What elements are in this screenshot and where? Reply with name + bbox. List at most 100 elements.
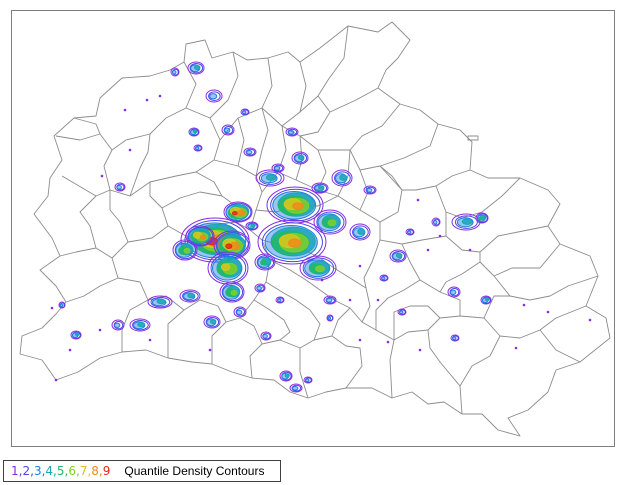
density-contour-level-1 [389,249,407,263]
density-contour-level-2 [270,188,321,222]
density-contour-level-1 [331,169,353,187]
density-contour-level-3 [241,110,247,115]
legend-separator: , [41,464,46,478]
density-contour-level-1 [170,67,180,77]
density-contour-level-4 [339,174,348,181]
density-point [148,338,152,342]
density-point [546,310,550,314]
density-contour-level-4 [250,223,256,228]
legend-separator: , [87,464,92,478]
density-contour-level-2 [221,283,244,302]
density-contour-level-1 [254,253,276,271]
density-contour-level-6 [315,265,325,273]
density-contour-level-1 [299,255,337,281]
density-contour-level-3 [380,276,386,281]
density-contour-level-1 [203,315,221,329]
density-contour-level-1 [233,306,247,318]
density-contour-level-2 [182,290,199,302]
density-contour-level-4 [461,218,473,225]
density-contour-level-3 [116,185,122,190]
legend-level-1: 1 [11,464,19,478]
density-contour-level-3 [304,378,310,383]
legend-level-5: 5 [56,464,65,478]
density-contour-level-9 [225,243,233,250]
density-contour-level-2 [454,215,478,229]
legend-level-3: 3 [33,464,42,478]
density-contour-level-2 [293,152,308,164]
density-contour-level-1 [111,319,125,331]
legend-separator: , [64,464,69,478]
density-contour-level-1 [114,182,126,192]
district-boundaries [19,21,611,437]
density-contour-level-1 [129,318,151,332]
density-contour-level-1 [397,308,407,316]
density-contour-level-1 [193,144,203,152]
density-contour-level-4 [74,332,80,337]
density-contour-level-1 [289,383,303,393]
density-contour-level-3 [246,150,253,155]
density-contour-level-3 [59,303,64,308]
density-point [588,318,592,322]
density-contour-level-1 [349,223,371,241]
density-contour-level-4 [357,228,366,235]
legend-separator: , [18,464,23,478]
density-contour-level-2 [316,211,345,233]
density-contour-level-7 [220,263,231,271]
density-contour-level-1 [379,274,389,282]
density-contour-level-2 [189,62,204,74]
density-contour-level-2 [150,296,171,308]
density-point [98,328,102,332]
density-point [68,348,72,352]
density-contour-level-1 [179,289,201,303]
density-point [438,234,442,238]
density-contour-level-3 [432,220,438,225]
density-contour-level-4 [484,297,490,302]
density-contour-level-8 [292,202,304,210]
density-contour-level-2 [313,183,328,193]
density-contour-level-2 [256,255,275,270]
density-point [123,108,127,112]
legend-level-2: 2 [22,464,31,478]
density-contour-level-1 [188,127,200,137]
density-point [50,306,54,310]
density-contour-level-3 [114,322,121,329]
density-contour-level-1 [240,108,250,116]
density-contour-level-5 [478,216,483,221]
legend-separator: , [53,464,57,478]
density-contour-level-3 [450,289,457,296]
density-contour-level-8 [199,234,206,240]
density-point [418,348,422,352]
density-contour-level-2 [132,319,149,331]
legend-level-8: 8 [91,464,99,478]
density-point [386,340,390,344]
density-contour-level-1 [219,281,245,303]
density-contour-level-9 [231,211,238,216]
density-contour-level-1 [243,147,257,157]
density-contour-level-1 [405,228,415,236]
density-contour-level-3 [276,298,282,303]
density-point [426,248,430,252]
density-contour-level-1 [205,89,223,103]
density-contour-level-1 [254,283,266,293]
density-contour-level-4 [265,174,277,181]
density-contour-level-1 [223,201,253,223]
density-contour-level-1 [450,334,460,342]
density-point [128,148,132,152]
density-point [145,98,149,102]
density-contour-level-1 [291,151,309,165]
density-contour-level-3 [224,127,231,134]
density-contour-level-1 [279,370,293,382]
density-point [376,298,380,302]
density-contour-level-3 [194,146,200,151]
density-contour-level-2 [258,171,282,185]
density-contour-level-6 [183,247,191,254]
density-point [208,348,212,352]
density-contour-level-2 [334,171,351,185]
density-contour-level-6 [230,289,238,296]
legend-level-7: 7 [79,464,88,478]
density-point [348,298,352,302]
legend-level-4: 4 [45,464,54,478]
density-point [514,346,518,350]
density-contour-level-3 [366,188,373,193]
